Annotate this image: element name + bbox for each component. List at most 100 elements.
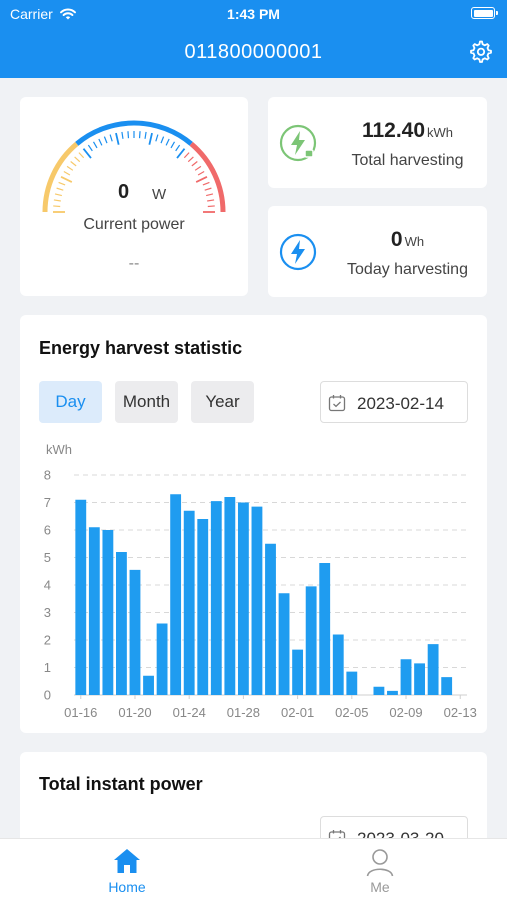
x-tick-label: 01-16 [64, 705, 97, 720]
total-harvesting-card: 112.40 kWh Total harvesting [268, 97, 487, 188]
current-power-unit: W [152, 186, 167, 203]
bar-02-05[interactable] [346, 671, 358, 695]
gauge-tick [160, 136, 165, 144]
bar-01-30[interactable] [265, 543, 276, 695]
y-tick-label: 5 [44, 550, 51, 565]
gauge-tick [197, 170, 205, 176]
gauge-tick [109, 134, 113, 142]
carrier-label: Carrier [10, 6, 53, 22]
bar-01-23[interactable] [170, 494, 182, 695]
gauge-tick [207, 205, 215, 208]
bottom-tab-bar: Home Me [0, 838, 507, 900]
bar-02-04[interactable] [332, 634, 344, 696]
instant-power-title: Total instant power [39, 774, 203, 794]
bar-01-28[interactable] [237, 502, 249, 696]
current-power-value: 0 [118, 181, 130, 203]
current-power-card: 0 W Current power -- [20, 97, 248, 296]
y-tick-label: 3 [44, 605, 51, 620]
gear-icon[interactable] [469, 40, 493, 64]
y-tick-label: 1 [44, 660, 51, 675]
y-tick-label: 0 [44, 688, 51, 703]
gauge-tick [66, 165, 74, 171]
y-tick-label: 2 [44, 633, 51, 648]
x-tick-label: 02-05 [335, 705, 368, 720]
battery-icon [471, 7, 498, 19]
gauge-tick [78, 152, 85, 159]
x-tick-label: 02-13 [444, 705, 477, 720]
total-harvesting-unit: kWh [427, 125, 454, 140]
gauge-tick [53, 199, 61, 202]
gauge-tick [194, 165, 202, 171]
bar-01-29[interactable] [251, 506, 263, 695]
bar-02-11[interactable] [427, 644, 439, 695]
app-header: 011800000001 [0, 28, 507, 78]
date-picker[interactable]: 2023-02-14 [320, 381, 468, 423]
tab-me[interactable]: Me [320, 839, 440, 900]
today-harvesting-unit: Wh [404, 234, 425, 249]
device-id-title: 011800000001 [184, 41, 323, 63]
gauge-tick [187, 156, 194, 163]
gauge-tick [165, 138, 170, 146]
gauge-arc-mid [75, 120, 193, 146]
tab-home[interactable]: Home [67, 839, 187, 900]
wifi-icon [59, 8, 76, 20]
bar-01-17[interactable] [88, 527, 100, 695]
selected-date: 2023-02-14 [357, 394, 444, 413]
gauge-tick [53, 205, 61, 208]
bar-01-27[interactable] [224, 497, 236, 695]
bar-01-26[interactable] [210, 501, 222, 695]
y-axis-label: kWh [46, 442, 72, 457]
gauge-tick [191, 161, 198, 167]
bar-01-21[interactable] [143, 675, 154, 695]
gauge-tick [155, 134, 159, 142]
tab-month[interactable]: Month [115, 381, 178, 423]
person-icon [366, 849, 394, 877]
gauge-tick [103, 136, 108, 144]
bar-02-02[interactable] [305, 586, 317, 695]
tab-day[interactable]: Day [39, 381, 102, 423]
y-tick-label: 8 [44, 468, 51, 483]
power-gauge [42, 120, 226, 213]
gauge-tick [87, 144, 93, 152]
total-harvesting-value: 112.40 [361, 119, 426, 142]
status-bar: Carrier 1:43 PM [0, 0, 507, 28]
bar-01-25[interactable] [197, 519, 209, 695]
x-tick-label: 01-24 [173, 705, 206, 720]
gauge-arc-high [189, 141, 226, 213]
gauge-tick [92, 141, 98, 149]
today-harvesting-value: 0 [390, 228, 403, 251]
bar-02-01[interactable] [292, 649, 304, 695]
bar-02-07[interactable] [373, 686, 385, 695]
tab-year[interactable]: Year [191, 381, 254, 423]
bar-01-31[interactable] [278, 593, 290, 695]
bar-01-20[interactable] [129, 569, 141, 695]
bar-02-03[interactable] [319, 563, 331, 695]
bar-01-24[interactable] [183, 510, 195, 695]
gauge-tick [202, 181, 210, 186]
gauge-tick [98, 138, 103, 146]
bar-02-12[interactable] [441, 677, 453, 695]
x-tick-label: 01-28 [227, 705, 260, 720]
bar-01-22[interactable] [156, 623, 168, 696]
home-icon [114, 849, 140, 873]
gauge-tick [70, 161, 77, 167]
gauge-tick [121, 131, 124, 139]
gauge-tick [148, 132, 153, 145]
tab-me-label: Me [370, 879, 390, 895]
gauge-tick [58, 181, 66, 186]
gauge-tick [60, 176, 73, 183]
today-harvesting-label: Today harvesting [347, 261, 468, 278]
bar-02-09[interactable] [400, 659, 412, 695]
gauge-tick [144, 131, 147, 139]
gauge-tick [56, 187, 64, 191]
lightning-icon [279, 233, 317, 271]
bar-01-16[interactable] [75, 499, 87, 695]
lightning-badge-icon [279, 124, 317, 162]
bar-01-18[interactable] [102, 530, 114, 695]
energy-chart-title: Energy harvest statistic [39, 338, 243, 358]
bar-02-10[interactable] [414, 663, 425, 695]
energy-harvest-card: Energy harvest statistic Day Month Year … [20, 315, 487, 733]
gauge-tick [195, 176, 208, 183]
bar-02-08[interactable] [387, 690, 398, 695]
bar-01-19[interactable] [116, 552, 127, 695]
